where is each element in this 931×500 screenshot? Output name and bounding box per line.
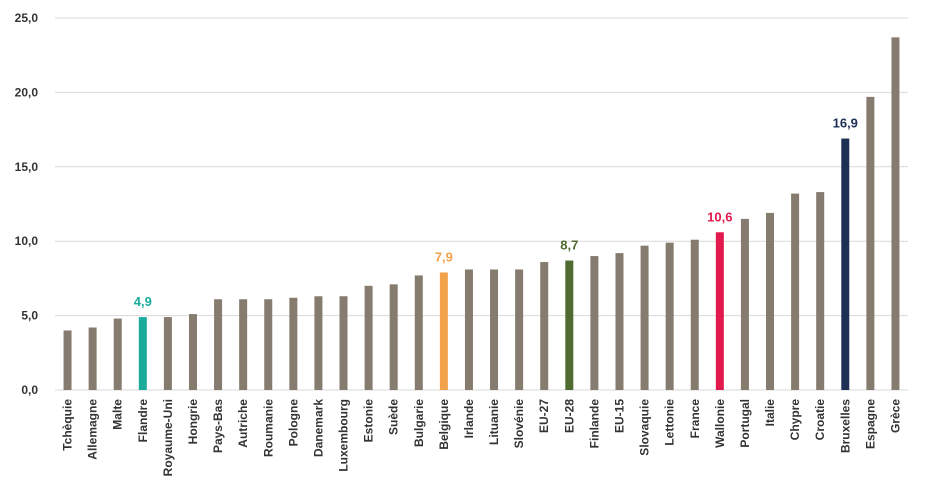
x-tick-label: Irlande (462, 399, 476, 439)
bar-italie (766, 212, 775, 390)
x-tick-label: Luxembourg (337, 399, 351, 472)
x-axis: Tchèquie Allemagne Malte Flandre Royaume-Uni… (61, 399, 903, 477)
x-tick-label: France (688, 399, 702, 439)
bar-espagne (866, 96, 875, 390)
x-tick-label: Italie (763, 399, 777, 427)
x-tick-label: Espagne (863, 399, 877, 449)
bar-croatie (816, 192, 825, 390)
bar-slov-nie (515, 269, 524, 390)
data-label: 7,9 (435, 249, 453, 264)
x-tick-label: Chypre (788, 399, 802, 441)
bar-lettonie (665, 242, 674, 390)
bar-bruxelles (841, 138, 850, 390)
x-tick-label: Estonie (362, 399, 376, 443)
bar-pays-bas (214, 299, 223, 390)
bar-france (690, 239, 699, 390)
bar-portugal (740, 218, 749, 390)
x-tick-label: Royaume-Uni (161, 399, 175, 476)
bar-autriche (239, 299, 248, 390)
x-tick-label: Lettonie (663, 399, 677, 446)
x-tick-label: Grèce (888, 399, 902, 433)
x-tick-label: Danemark (311, 399, 325, 457)
x-tick-label: Tchèquie (61, 399, 75, 451)
x-tick-label: Autriche (236, 399, 250, 448)
bar-belgique (439, 272, 448, 390)
bar-flandre (138, 317, 147, 390)
bar-luxembourg (339, 296, 348, 390)
x-tick-label: Flandre (136, 399, 150, 443)
bar-malte (113, 318, 122, 390)
x-tick-label: Pologne (286, 399, 300, 447)
bar-lituanie (490, 269, 499, 390)
bar-eu-15 (615, 253, 624, 390)
x-tick-label: Portugal (738, 399, 752, 448)
x-tick-label: Finlande (587, 399, 601, 449)
x-tick-label: Allemagne (86, 399, 100, 460)
bar-tch-quie (63, 330, 72, 390)
y-tick-label: 15,0 (15, 160, 39, 174)
x-tick-label: Bulgarie (412, 399, 426, 447)
bar-gr-ce (891, 37, 900, 391)
x-tick-label: Lituanie (487, 399, 501, 445)
bar-estonie (364, 285, 373, 390)
bar-eu-27 (540, 262, 549, 390)
bars (63, 37, 900, 391)
x-tick-label: Bruxelles (838, 399, 852, 453)
y-tick-label: 25,0 (15, 11, 39, 25)
y-tick-label: 0,0 (21, 383, 38, 397)
bar-royaume-uni (163, 317, 172, 390)
bar-allemagne (88, 327, 97, 390)
x-tick-label: EU-15 (612, 399, 626, 433)
x-tick-label: EU-27 (537, 399, 551, 433)
bar-bulgarie (414, 275, 423, 390)
x-tick-label: Slovaquie (638, 399, 652, 456)
bar-finlande (590, 256, 599, 390)
y-axis: 0,0 5,0 10,0 15,0 20,0 25,0 (15, 11, 39, 397)
x-tick-label: Roumanie (261, 399, 275, 457)
bar-eu-28 (565, 260, 574, 390)
data-label: 4,9 (134, 294, 152, 309)
bar-chypre (791, 193, 800, 390)
bar-wallonie (715, 232, 724, 390)
x-tick-label: Malte (111, 399, 125, 430)
data-labels: 4,9 7,9 8,7 10,6 16,9 (134, 116, 858, 310)
y-tick-label: 20,0 (15, 85, 39, 99)
bar-slovaquie (640, 245, 649, 390)
bar-pologne (289, 297, 298, 390)
x-tick-label: Wallonie (713, 399, 727, 448)
x-tick-label: EU-28 (562, 399, 576, 433)
data-label: 16,9 (833, 116, 858, 131)
data-label: 8,7 (560, 238, 578, 253)
bar-danemark (314, 296, 323, 390)
gridlines (55, 17, 908, 391)
bar-roumanie (264, 299, 273, 390)
data-label: 10,6 (707, 209, 732, 224)
x-tick-label: Suède (387, 399, 401, 435)
bar-irlande (464, 269, 473, 390)
x-tick-label: Belgique (437, 399, 451, 450)
x-tick-label: Hongrie (186, 399, 200, 445)
bar-hongrie (188, 314, 197, 390)
bar-su-de (389, 284, 398, 390)
y-tick-label: 10,0 (15, 234, 39, 248)
y-tick-label: 5,0 (21, 309, 38, 323)
x-tick-label: Pays-Bas (211, 399, 225, 453)
x-tick-label: Slovénie (512, 399, 526, 449)
x-tick-label: Croatie (813, 399, 827, 441)
